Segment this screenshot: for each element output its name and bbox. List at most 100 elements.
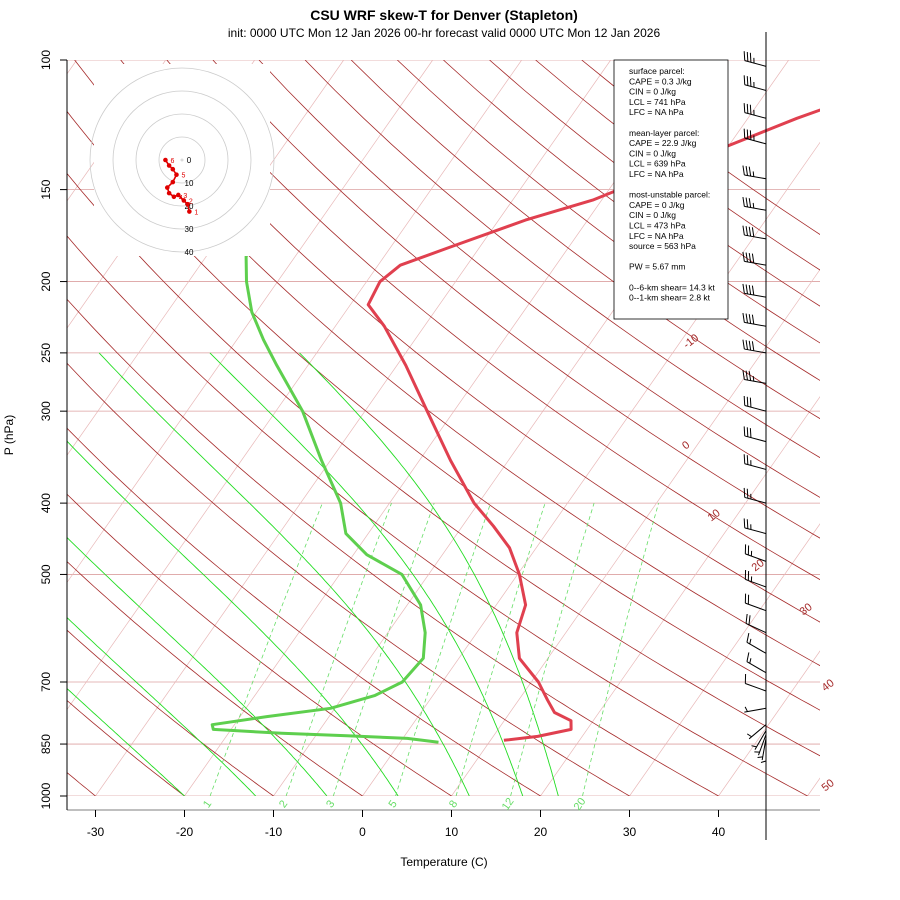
wind-barb-flag: [749, 76, 752, 87]
wind-barb-flag: [748, 314, 752, 324]
y-tick-label: 1000: [39, 782, 53, 809]
dry-adiabat-line: [67, 110, 820, 711]
wind-barb: [743, 103, 767, 119]
wind-barb: [744, 569, 767, 588]
wind-barb-flag: [743, 51, 746, 61]
wind-barb-flag: [749, 130, 752, 140]
mixing-ratio-line: [395, 502, 491, 796]
wind-barb-staff: [745, 683, 767, 692]
y-axis-label: P (hPa): [2, 415, 16, 455]
temperature-profile: [366, 108, 820, 742]
wind-barb: [754, 734, 767, 756]
wind-barb: [743, 426, 767, 443]
hodograph-ring-label: 0: [187, 156, 192, 165]
dry-adiabat-line: [67, 298, 720, 796]
wind-barb: [742, 251, 767, 266]
hodograph-point: [170, 166, 176, 172]
hodograph-point: [185, 201, 190, 207]
hodograph-point-label: 4: [179, 195, 183, 202]
moist-adiabat-line: [209, 352, 524, 796]
wind-barb-flag: [746, 427, 749, 437]
x-tick-label: 30: [623, 825, 637, 839]
wind-barb-flag: [746, 632, 750, 643]
wind-barb-staff: [745, 622, 767, 634]
wind-barb: [743, 51, 767, 67]
wind-barb-flag: [746, 519, 749, 529]
info-line: LCL = 473 hPa: [629, 221, 686, 231]
x-tick-label: 10: [445, 825, 459, 839]
wind-barb-flag: [746, 396, 749, 407]
hodograph-point: [166, 163, 172, 168]
wind-barb-half-flag: [752, 202, 755, 209]
wind-barb: [742, 196, 767, 211]
wind-barb-staff: [744, 84, 767, 91]
wind-barb-staff: [744, 496, 767, 504]
hodograph-rings: 0 10 20 30 40: [89, 67, 275, 257]
y-tick-label: 250: [39, 343, 53, 363]
info-line: mean-layer parcel:: [629, 128, 699, 138]
dry-adiabat-line: [67, 493, 453, 796]
dry-adiabat-line: [67, 172, 820, 757]
y-tick-label: 500: [39, 564, 53, 584]
hodograph-point: [187, 209, 192, 214]
mixing-ratio-label: 12: [500, 796, 517, 813]
wind-barb: [742, 283, 767, 298]
wind-barb-flag: [751, 227, 755, 237]
wind-barb-flag: [746, 129, 749, 140]
wind-barb: [742, 225, 767, 240]
wind-barb-flag: [745, 370, 748, 381]
wind-barb: [744, 544, 767, 562]
hodograph-ring-label: 40: [185, 248, 194, 257]
wind-barb-staff: [761, 738, 767, 761]
wind-barb-flag: [743, 454, 746, 464]
mixing-ratio-line: [510, 502, 595, 796]
dry-adiabat-line: [67, 561, 364, 796]
mixing-ratio-label: 2: [277, 798, 290, 810]
wind-barb-half-flag: [760, 760, 767, 763]
y-tick-label: 400: [39, 493, 53, 513]
info-line: CAPE = 0.3 J/kg: [629, 76, 692, 86]
wind-barb-half-flag: [746, 733, 752, 738]
wind-barb-flag: [743, 75, 746, 85]
wind-barb: [746, 724, 767, 740]
wind-barb-staff: [744, 137, 767, 145]
y-tick-label: 150: [39, 179, 53, 199]
wind-barb-flag: [742, 339, 745, 350]
dry-adiabat-line: [67, 699, 186, 796]
wind-barb-staff: [744, 321, 767, 327]
wind-barb: [742, 370, 767, 384]
wind-barb-staff: [744, 174, 767, 180]
wind-barb-flag: [745, 613, 748, 624]
wind-barb-staff: [745, 602, 767, 612]
info-line: CAPE = 22.9 J/kg: [629, 138, 697, 148]
dry-adiabat-line: [74, 60, 820, 667]
hodograph-ring-label: 20: [185, 202, 194, 211]
dry-adiabat-line: [67, 629, 275, 796]
wind-barb-staff: [744, 379, 767, 384]
wind-barb-staff: [744, 435, 767, 443]
wind-barb-flag: [751, 314, 755, 325]
x-axis-label: Temperature (C): [400, 855, 487, 869]
dry-adiabat-line: [304, 60, 820, 459]
wind-barb-staff: [746, 641, 767, 654]
x-tick-label: 0: [359, 825, 366, 839]
wind-barb-flag: [748, 371, 752, 381]
wind-barb: [743, 128, 767, 145]
hodograph-ring: [135, 113, 229, 207]
wind-barb-flag: [748, 166, 752, 177]
wind-barb-flag: [748, 340, 752, 351]
wind-barbs-column: [742, 32, 767, 840]
x-tick-label: 20: [534, 825, 548, 839]
wind-barb-flag: [745, 197, 748, 208]
dry-adiabat-line: [166, 60, 820, 581]
info-line: LFC = NA hPa: [629, 169, 684, 179]
wind-barb: [744, 593, 767, 612]
wind-barb-staff: [744, 260, 767, 266]
wind-barb-flag: [746, 652, 750, 662]
wind-barb-flag: [742, 370, 745, 380]
wind-barb-flag: [743, 103, 746, 113]
hodograph-ring: [112, 90, 252, 230]
wind-barb-flag: [745, 166, 748, 176]
